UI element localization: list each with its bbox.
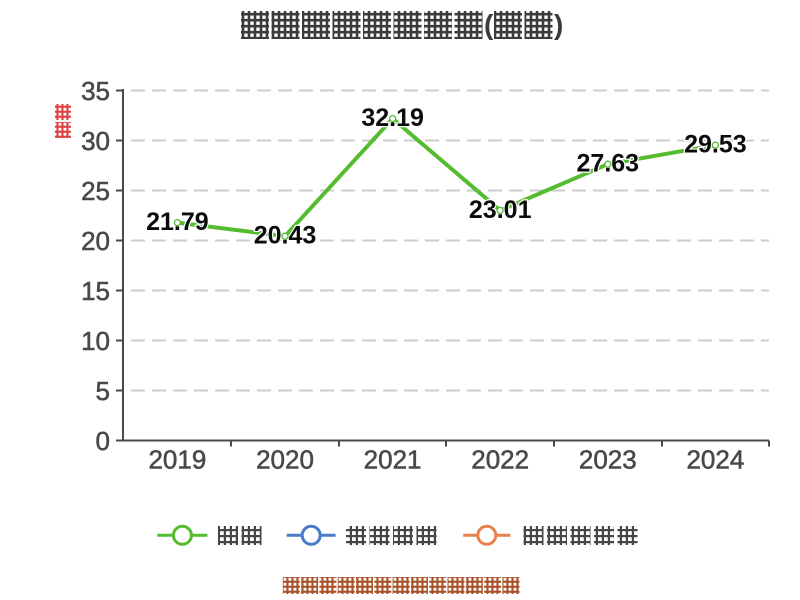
svg-text:2022: 2022	[471, 445, 529, 475]
svg-text:2020: 2020	[256, 445, 314, 475]
svg-text:): )	[554, 9, 563, 40]
svg-text:5: 5	[96, 376, 110, 406]
svg-text:0: 0	[96, 426, 110, 456]
svg-text:15: 15	[81, 276, 110, 306]
svg-text:25: 25	[81, 176, 110, 206]
svg-text:10: 10	[81, 326, 110, 356]
svg-text:2021: 2021	[364, 445, 422, 475]
svg-text:35: 35	[81, 76, 110, 106]
svg-text:2024: 2024	[686, 445, 744, 475]
svg-text:2019: 2019	[148, 445, 206, 475]
svg-text:2023: 2023	[579, 445, 637, 475]
svg-text:30: 30	[81, 126, 110, 156]
svg-text:(: (	[484, 9, 494, 40]
svg-text:20: 20	[81, 226, 110, 256]
